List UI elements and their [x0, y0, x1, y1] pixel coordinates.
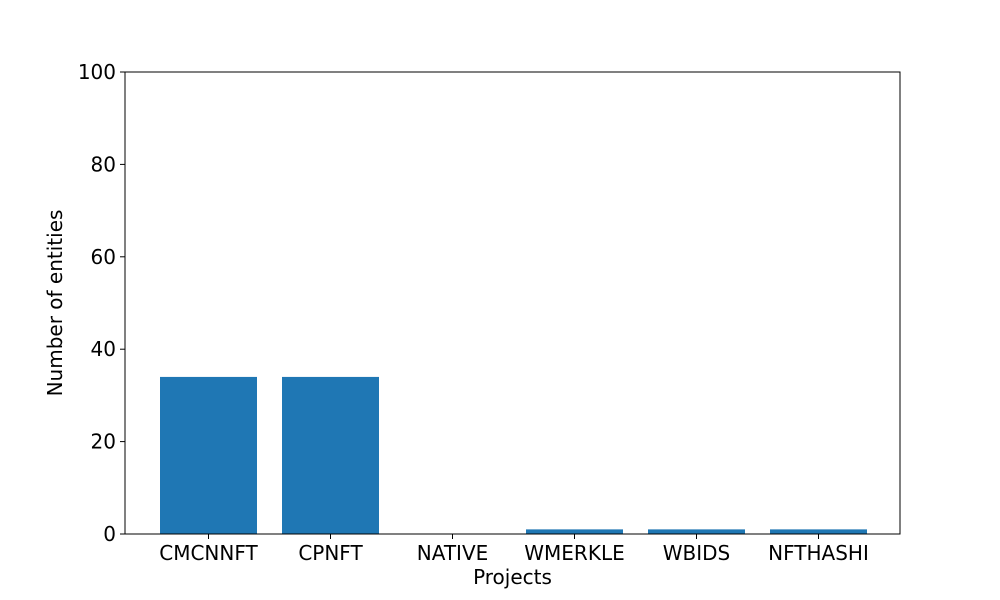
bar-nfthashi — [770, 529, 867, 534]
x-axis-label: Projects — [473, 565, 552, 589]
x-tick-label: WMERKLE — [524, 541, 624, 565]
y-tick-label: 80 — [91, 152, 116, 176]
plot-frame — [124, 71, 901, 535]
bar-wmerkle — [526, 529, 623, 534]
y-axis-label: Number of entities — [43, 210, 67, 397]
y-ticks-group: 0 20 40 60 80 100 — [78, 60, 125, 546]
x-tick-label: CPNFT — [298, 541, 363, 565]
x-tick-label: NATIVE — [417, 541, 489, 565]
bar-cmcnnft — [160, 376, 257, 534]
bar-cpnft — [282, 376, 379, 534]
x-tick-label: CMCNNFT — [159, 541, 258, 565]
y-tick-label: 60 — [91, 245, 116, 269]
bars-group — [160, 376, 867, 534]
y-tick-label: 0 — [103, 522, 116, 546]
y-tick-label: 100 — [78, 60, 116, 84]
x-tick-label: WBIDS — [663, 541, 731, 565]
y-tick-label: 40 — [91, 337, 116, 361]
bar-wbids — [648, 529, 745, 534]
y-tick-label: 20 — [91, 430, 116, 454]
x-ticks-group: CMCNNFT CPNFT NATIVE WMERKLE WBIDS NFTHASHI — [159, 534, 869, 565]
x-tick-label: NFTHASHI — [768, 541, 869, 565]
